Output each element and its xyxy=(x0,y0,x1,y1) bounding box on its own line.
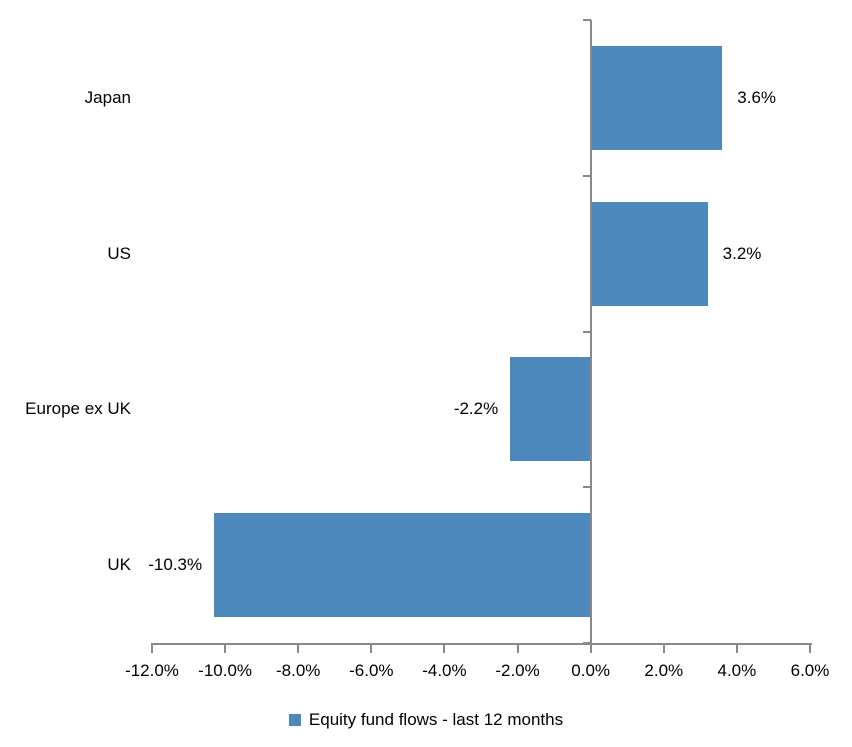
value-axis-tick xyxy=(809,643,811,653)
bar xyxy=(590,201,708,306)
data-label: -2.2% xyxy=(453,399,499,419)
category-axis-tick xyxy=(582,19,591,21)
category-axis-tick xyxy=(582,174,591,177)
category-label: Europe ex UK xyxy=(25,399,131,419)
value-axis-tick xyxy=(370,643,373,653)
bar xyxy=(590,45,723,150)
value-axis-tick-label: 0.0% xyxy=(571,661,611,680)
bar xyxy=(510,357,591,462)
category-label: UK xyxy=(107,555,131,575)
value-axis-tick-label: -2.0% xyxy=(495,661,540,680)
value-axis-tick xyxy=(443,643,446,653)
value-axis-tick xyxy=(662,643,665,653)
value-axis-tick-label: 4.0% xyxy=(717,661,757,680)
value-axis-tick-label: 2.0% xyxy=(644,661,684,680)
value-axis-tick xyxy=(297,643,300,653)
value-axis-tick-label: -4.0% xyxy=(422,661,467,680)
value-axis-tick xyxy=(151,643,153,653)
value-axis-tick-label: -8.0% xyxy=(276,661,321,680)
value-axis-line xyxy=(152,643,812,645)
value-axis-tick-label: -6.0% xyxy=(349,661,394,680)
category-label: Japan xyxy=(84,87,131,107)
value-axis-tick-label: 6.0% xyxy=(790,661,830,680)
value-axis-tick xyxy=(589,643,592,653)
legend-swatch-icon xyxy=(288,714,301,726)
data-label: 3.6% xyxy=(737,87,777,107)
legend: Equity fund flows - last 12 months xyxy=(0,705,852,735)
category-axis-tick xyxy=(582,486,591,489)
category-label: US xyxy=(107,243,131,263)
value-zero-axis-line xyxy=(589,20,592,645)
value-axis-tick xyxy=(224,643,227,653)
value-axis-tick xyxy=(735,643,738,653)
data-label: -10.3% xyxy=(148,555,203,575)
bar xyxy=(214,513,591,618)
value-axis-tick-label: -12.0% xyxy=(125,661,179,680)
value-axis-tick xyxy=(516,643,519,653)
legend-label: Equity fund flows - last 12 months xyxy=(308,710,564,729)
value-axis-tick-label: -10.0% xyxy=(198,661,253,680)
data-label: 3.2% xyxy=(722,243,762,263)
category-axis-tick xyxy=(582,330,591,333)
